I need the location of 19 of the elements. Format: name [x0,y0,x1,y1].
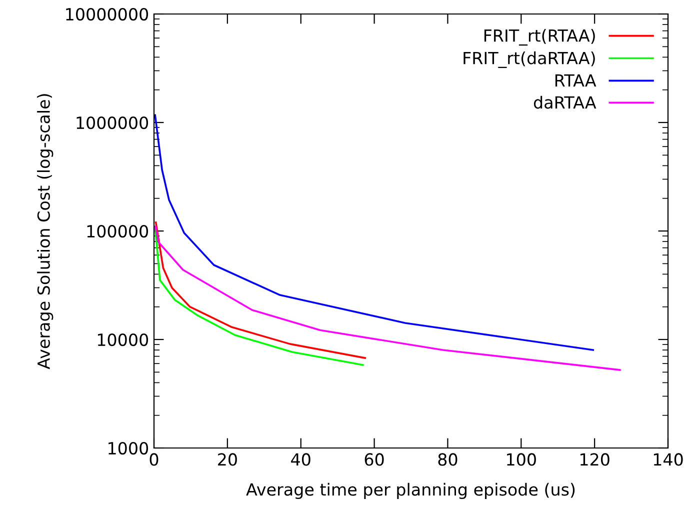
y-tick-label: 100000 [87,224,148,238]
x-tick-label: 120 [580,453,610,466]
y-axis-title: Average Solution Cost (log-scale) [37,94,54,370]
legend-label: FRIT_rt(RTAA) [484,29,595,46]
y-tick-label: 10000000 [66,8,148,21]
x-tick-label: 20 [218,453,237,466]
legend-label: daRTAA [534,96,596,109]
y-tick-label: 10000 [98,333,148,346]
x-tick-label: 60 [364,453,384,466]
y-tick-label: 1000 [108,442,148,455]
legend-label: RTAA [555,74,596,87]
x-axis-title: Average time per planning episode (us) [246,482,575,500]
y-tick-label: 1000000 [76,116,148,130]
x-tick-label: 40 [291,453,310,466]
x-tick-label: 100 [507,453,536,466]
legend-label: FRIT_rt(daRTAA) [464,51,595,68]
x-tick-label: 0 [150,453,158,466]
x-tick-label: 80 [438,453,458,466]
x-tick-label: 140 [654,453,683,466]
